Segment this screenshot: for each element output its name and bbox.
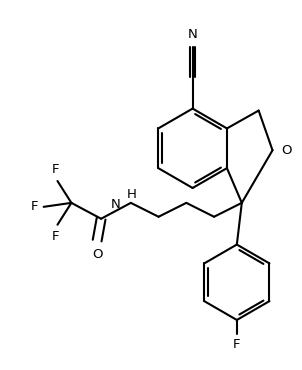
- Text: O: O: [281, 144, 292, 157]
- Text: N: N: [188, 28, 198, 41]
- Text: O: O: [92, 248, 102, 260]
- Text: H: H: [127, 188, 137, 201]
- Text: F: F: [52, 230, 59, 243]
- Text: F: F: [233, 338, 241, 351]
- Text: F: F: [52, 163, 59, 176]
- Text: N: N: [111, 198, 121, 211]
- Text: F: F: [31, 200, 39, 213]
